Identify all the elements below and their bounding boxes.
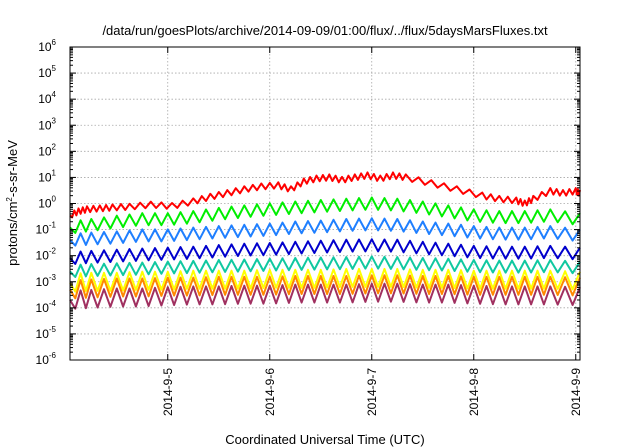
y-tick-label: 10-3 — [36, 273, 57, 289]
y-tick-label: 10-4 — [36, 299, 57, 315]
y-axis-label-sup: 2 — [5, 197, 14, 202]
x-tick-label: 2014-9-8 — [467, 368, 481, 416]
x-axis-label: Coordinated Universal Time (UTC) — [225, 432, 424, 447]
series-line-5 — [69, 255, 581, 278]
y-axis-label: protons/cm2-s-sr-MeV — [5, 140, 20, 266]
y-tick-label: 102 — [38, 142, 56, 158]
series-line-4 — [69, 238, 581, 265]
series-line-6 — [69, 267, 581, 293]
series-line-8 — [69, 282, 581, 310]
y-tick-label: 100 — [38, 195, 56, 211]
y-tick-label: 10-6 — [36, 351, 57, 367]
y-tick-label: 106 — [38, 38, 56, 54]
x-tick-label: 2014-9-9 — [569, 368, 583, 416]
y-tick-label: 10-5 — [36, 325, 57, 341]
series-layer — [69, 171, 581, 310]
y-tick-label: 103 — [38, 116, 56, 132]
x-axis: 2014-9-5 2014-9-6 2014-9-7 2014-9-8 2014-9-9 — [161, 47, 583, 416]
y-axis-label-prefix: protons/cm — [5, 202, 20, 266]
x-tick-label: 2014-9-6 — [263, 368, 277, 416]
grid — [70, 47, 580, 360]
series-line-3 — [69, 217, 581, 247]
chart-title: /data/run/goesPlots/archive/2014-09-09/0… — [102, 23, 548, 38]
y-tick-label: 101 — [38, 168, 56, 184]
y-axis-label-suffix: -s-sr-MeV — [5, 140, 20, 197]
y-tick-label: 104 — [38, 90, 56, 106]
series-line-2 — [69, 196, 581, 234]
y-axis: 10-6 10-5 10-4 10-3 10-2 10-1 100 101 102 103 104 1… — [36, 38, 580, 367]
y-tick-label: 105 — [38, 64, 56, 80]
y-tick-label: 10-2 — [36, 247, 57, 263]
series-line-7 — [69, 274, 581, 300]
y-tick-label: 10-1 — [36, 221, 57, 237]
plot-frame — [69, 46, 581, 361]
x-tick-label: 2014-9-5 — [161, 368, 175, 416]
x-tick-label: 2014-9-7 — [365, 368, 379, 416]
series-line-1 — [69, 171, 581, 219]
